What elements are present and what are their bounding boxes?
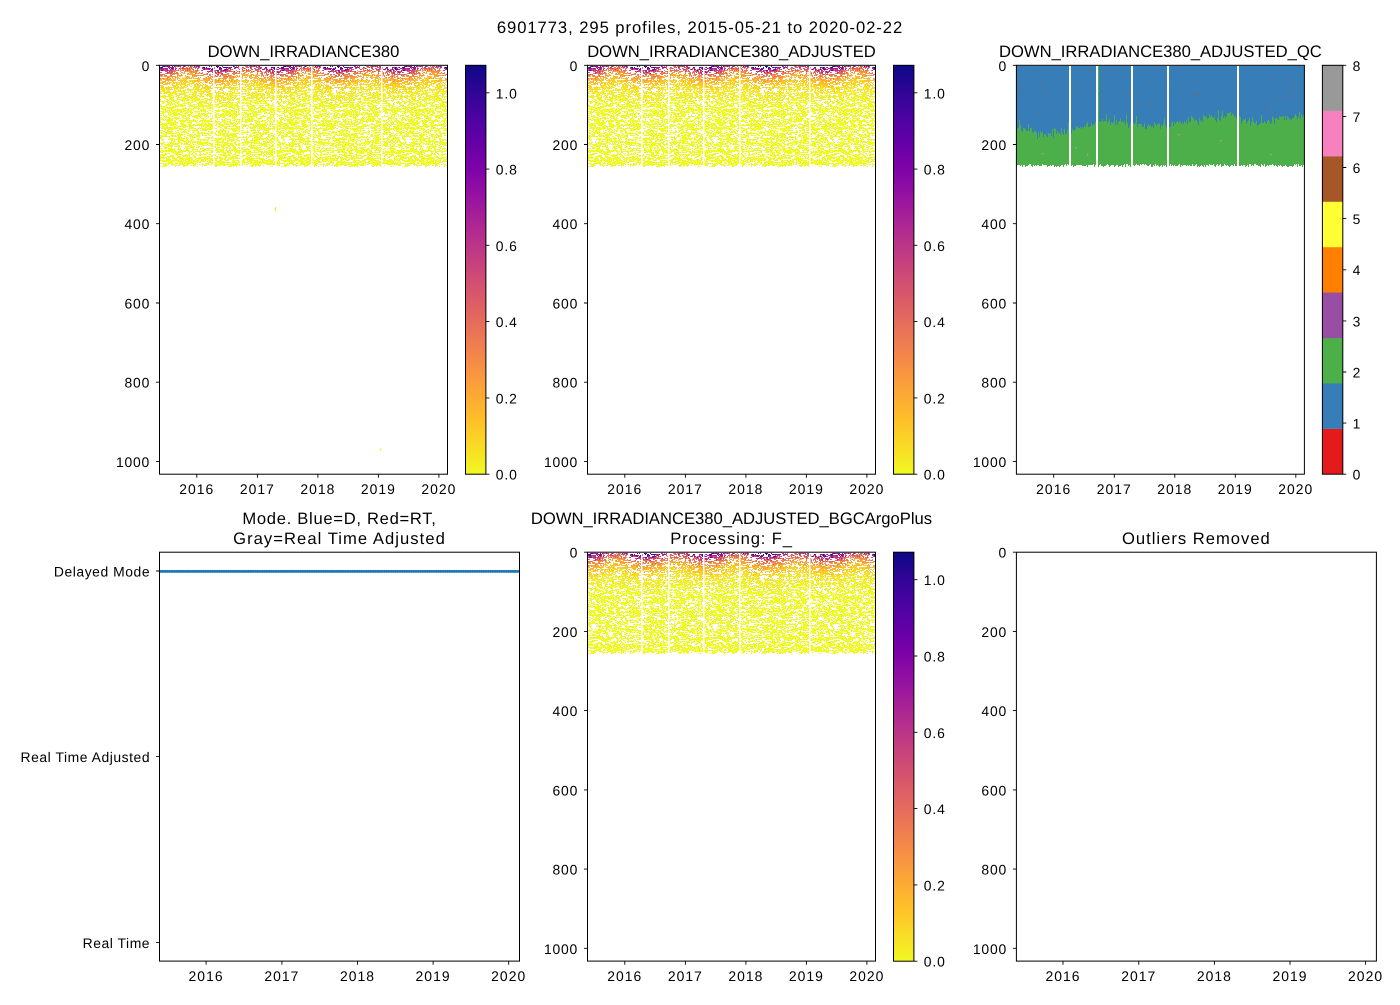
svg-text:1.0: 1.0 xyxy=(924,85,946,101)
svg-text:DOWN_IRRADIANCE380_ADJUSTED_QC: DOWN_IRRADIANCE380_ADJUSTED_QC xyxy=(999,42,1322,61)
svg-text:1000: 1000 xyxy=(544,454,578,470)
svg-text:2018: 2018 xyxy=(1157,481,1192,497)
svg-text:800: 800 xyxy=(553,862,579,878)
svg-text:0.2: 0.2 xyxy=(496,390,518,406)
svg-text:0: 0 xyxy=(1353,467,1361,483)
svg-text:400: 400 xyxy=(553,703,579,719)
svg-text:2016: 2016 xyxy=(1045,968,1080,984)
svg-text:600: 600 xyxy=(553,296,579,312)
svg-text:2016: 2016 xyxy=(189,968,224,984)
svg-text:0.2: 0.2 xyxy=(924,877,946,893)
svg-text:1000: 1000 xyxy=(973,454,1007,470)
svg-text:Delayed Mode: Delayed Mode xyxy=(54,564,150,580)
svg-text:0.8: 0.8 xyxy=(496,162,518,178)
svg-text:6: 6 xyxy=(1353,160,1361,176)
svg-text:400: 400 xyxy=(981,216,1007,232)
svg-text:600: 600 xyxy=(553,782,579,798)
svg-text:2020: 2020 xyxy=(421,481,456,497)
svg-text:2020: 2020 xyxy=(491,968,526,984)
svg-text:200: 200 xyxy=(125,137,151,153)
svg-text:4: 4 xyxy=(1353,262,1361,278)
svg-text:0: 0 xyxy=(570,545,579,561)
svg-text:2020: 2020 xyxy=(849,481,884,497)
svg-text:Real Time Adjusted: Real Time Adjusted xyxy=(21,749,151,765)
svg-text:0.6: 0.6 xyxy=(924,238,946,254)
svg-text:2019: 2019 xyxy=(1218,481,1253,497)
svg-text:0: 0 xyxy=(998,545,1007,561)
svg-text:Gray=Real Time Adjusted: Gray=Real Time Adjusted xyxy=(233,529,446,548)
svg-text:0: 0 xyxy=(142,58,151,74)
svg-text:2016: 2016 xyxy=(179,481,214,497)
svg-text:1000: 1000 xyxy=(973,941,1007,957)
svg-text:2017: 2017 xyxy=(264,968,299,984)
svg-text:800: 800 xyxy=(553,375,579,391)
svg-text:600: 600 xyxy=(125,296,151,312)
svg-text:200: 200 xyxy=(981,624,1007,640)
svg-text:800: 800 xyxy=(981,862,1007,878)
svg-text:400: 400 xyxy=(125,216,151,232)
svg-text:2017: 2017 xyxy=(1121,968,1156,984)
svg-text:6901773, 295 profiles, 2015-05: 6901773, 295 profiles, 2015-05-21 to 202… xyxy=(497,18,903,37)
svg-text:1000: 1000 xyxy=(116,454,150,470)
svg-text:400: 400 xyxy=(553,216,579,232)
svg-text:0.8: 0.8 xyxy=(924,649,946,665)
svg-text:2018: 2018 xyxy=(728,481,763,497)
svg-text:2019: 2019 xyxy=(1272,968,1307,984)
svg-text:Outliers Removed: Outliers Removed xyxy=(1122,529,1271,548)
svg-text:2017: 2017 xyxy=(668,968,703,984)
svg-text:2019: 2019 xyxy=(789,481,824,497)
svg-text:200: 200 xyxy=(981,137,1007,153)
svg-text:DOWN_IRRADIANCE380: DOWN_IRRADIANCE380 xyxy=(208,42,400,61)
svg-text:0: 0 xyxy=(998,58,1007,74)
svg-text:600: 600 xyxy=(981,782,1007,798)
svg-text:1000: 1000 xyxy=(544,941,578,957)
svg-text:2020: 2020 xyxy=(1348,968,1383,984)
svg-text:0.4: 0.4 xyxy=(924,314,946,330)
svg-text:Mode. Blue=D, Red=RT,: Mode. Blue=D, Red=RT, xyxy=(242,509,436,528)
svg-text:0.4: 0.4 xyxy=(496,314,518,330)
svg-text:2018: 2018 xyxy=(340,968,375,984)
svg-text:7: 7 xyxy=(1353,109,1361,125)
svg-text:2016: 2016 xyxy=(607,968,642,984)
svg-text:3: 3 xyxy=(1353,313,1361,329)
svg-text:Processing: F_: Processing: F_ xyxy=(670,529,793,548)
svg-text:8: 8 xyxy=(1353,58,1361,74)
svg-text:2018: 2018 xyxy=(728,968,763,984)
svg-text:Real Time: Real Time xyxy=(83,935,150,951)
svg-text:1.0: 1.0 xyxy=(496,85,518,101)
svg-text:200: 200 xyxy=(553,624,579,640)
svg-text:0.2: 0.2 xyxy=(924,390,946,406)
svg-text:0.6: 0.6 xyxy=(496,238,518,254)
svg-text:0.8: 0.8 xyxy=(924,162,946,178)
svg-text:0.0: 0.0 xyxy=(496,467,518,483)
svg-text:600: 600 xyxy=(981,296,1007,312)
svg-text:800: 800 xyxy=(981,375,1007,391)
svg-text:0.6: 0.6 xyxy=(924,725,946,741)
svg-text:0: 0 xyxy=(570,58,579,74)
svg-text:2020: 2020 xyxy=(1278,481,1313,497)
svg-text:0.4: 0.4 xyxy=(924,801,946,817)
svg-text:2018: 2018 xyxy=(1197,968,1232,984)
svg-text:2017: 2017 xyxy=(1097,481,1132,497)
svg-text:DOWN_IRRADIANCE380_ADJUSTED: DOWN_IRRADIANCE380_ADJUSTED xyxy=(587,42,876,61)
svg-text:5: 5 xyxy=(1353,211,1361,227)
svg-text:2016: 2016 xyxy=(607,481,642,497)
svg-text:1: 1 xyxy=(1353,416,1361,432)
svg-text:2019: 2019 xyxy=(416,968,451,984)
svg-text:2017: 2017 xyxy=(240,481,275,497)
svg-text:2017: 2017 xyxy=(668,481,703,497)
svg-text:2016: 2016 xyxy=(1036,481,1071,497)
svg-text:2018: 2018 xyxy=(300,481,335,497)
svg-text:2020: 2020 xyxy=(849,968,884,984)
svg-text:DOWN_IRRADIANCE380_ADJUSTED_BG: DOWN_IRRADIANCE380_ADJUSTED_BGCArgoPlus xyxy=(531,509,932,528)
svg-text:2019: 2019 xyxy=(789,968,824,984)
svg-text:2019: 2019 xyxy=(361,481,396,497)
svg-text:0.0: 0.0 xyxy=(924,954,946,970)
svg-text:800: 800 xyxy=(125,375,151,391)
svg-text:400: 400 xyxy=(981,703,1007,719)
svg-text:0.0: 0.0 xyxy=(924,467,946,483)
svg-text:2: 2 xyxy=(1353,365,1361,381)
svg-text:200: 200 xyxy=(553,137,579,153)
svg-text:1.0: 1.0 xyxy=(924,572,946,588)
